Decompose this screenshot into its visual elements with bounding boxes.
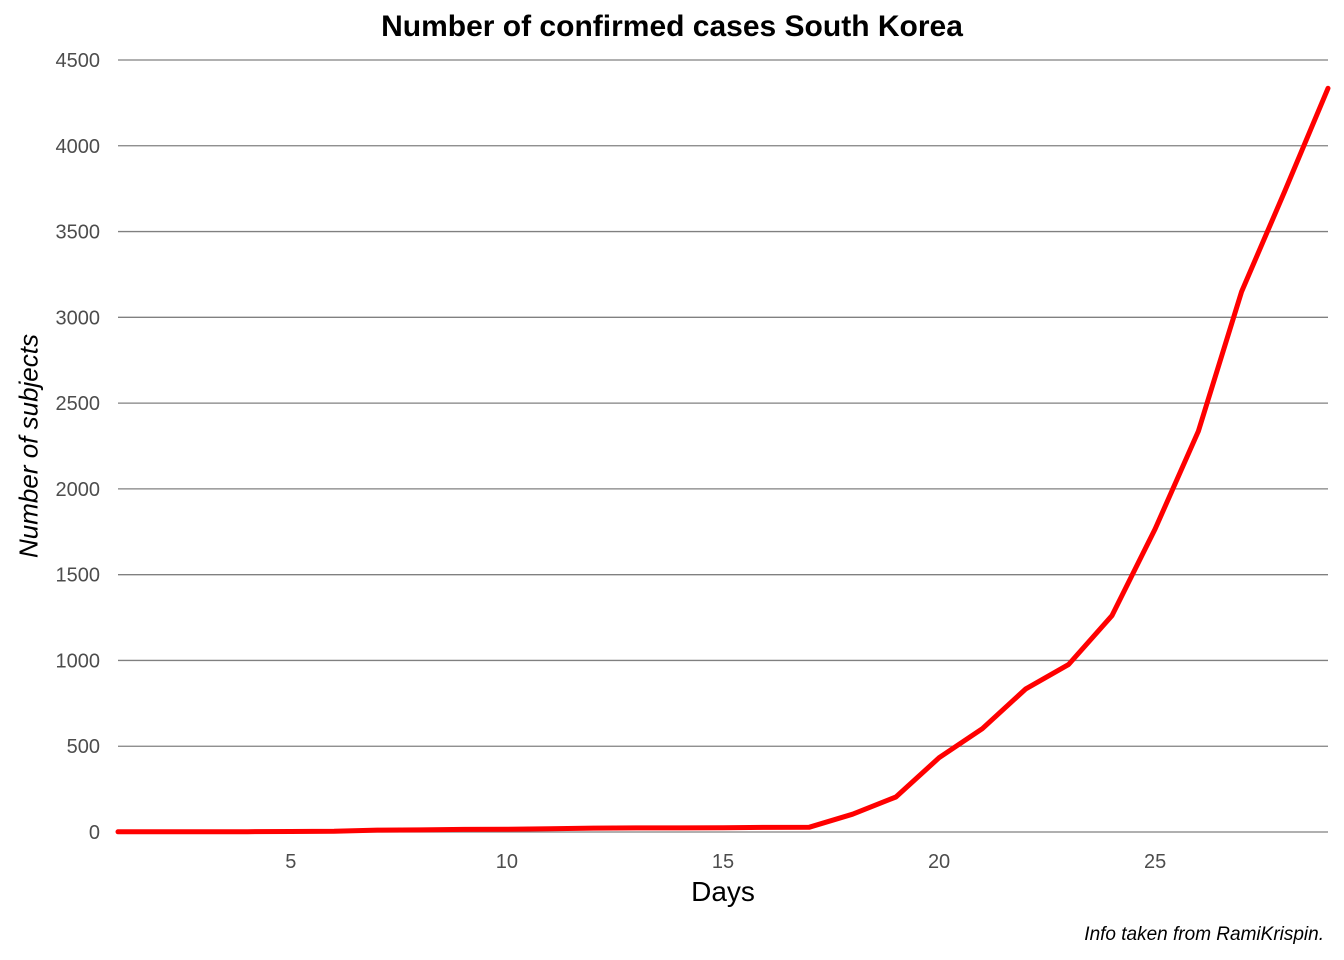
y-tick-label: 4500: [56, 50, 101, 72]
y-tick-label: 3500: [56, 222, 101, 244]
gridlines: [118, 59, 1328, 833]
x-tick-label: 15: [712, 851, 734, 873]
y-tick-label: 1500: [56, 565, 101, 587]
x-tick-label: 25: [1144, 851, 1166, 873]
y-tick-label: 2000: [56, 479, 101, 501]
y-tick-label: 0: [89, 822, 100, 844]
y-tick-label: 1000: [56, 650, 101, 672]
x-axis-label: Days: [691, 876, 755, 907]
x-axis-ticks: 5 10 15 20 25: [285, 851, 1166, 873]
y-tick-label: 3000: [56, 307, 101, 329]
y-tick-label: 4000: [56, 136, 101, 158]
y-tick-label: 2500: [56, 393, 101, 415]
chart-title: Number of confirmed cases South Korea: [381, 10, 963, 43]
y-axis-label: Number of subjects: [13, 334, 44, 558]
x-tick-label: 10: [496, 851, 518, 873]
y-tick-label: 500: [67, 736, 100, 758]
x-tick-label: 20: [928, 851, 950, 873]
series-group: [115, 85, 1331, 835]
source-caption: Info taken from RamiKrispin.: [1084, 924, 1324, 945]
y-axis-ticks: 0 500 1000 1500 2000 2500 3000 3500 4000 4500: [56, 50, 101, 844]
x-tick-label: 5: [285, 851, 296, 873]
series-line: [115, 85, 1331, 835]
